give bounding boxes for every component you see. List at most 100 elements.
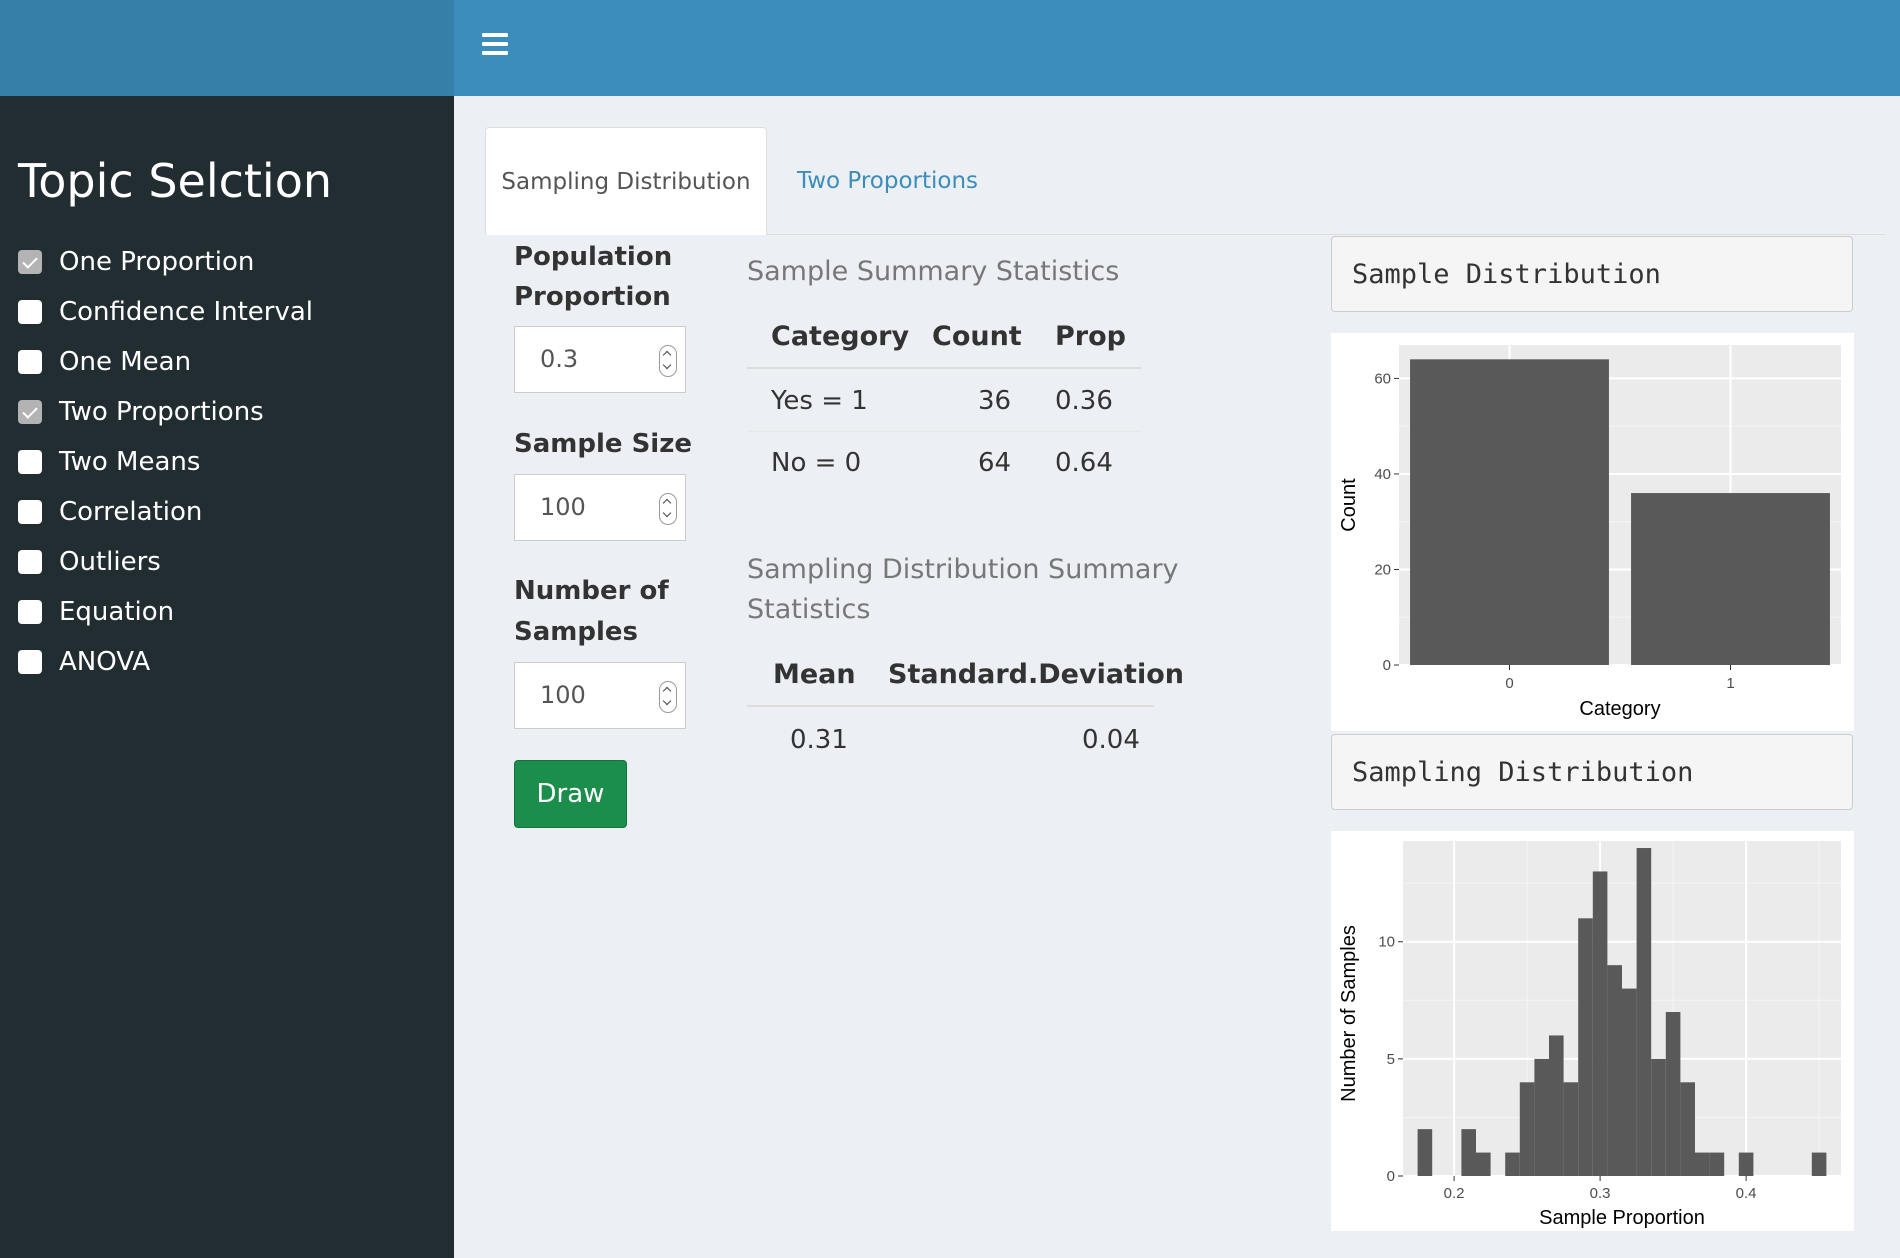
histogram-bar (1534, 1058, 1549, 1176)
population-proportion-label-line1: Population (514, 242, 673, 272)
table-cell: 0.04 (1082, 725, 1140, 755)
sampling-summary-title-line1: Sampling Distribution Summary (747, 554, 1179, 585)
topic-two-proportions[interactable]: Two Proportions (18, 392, 264, 432)
topic-checkbox[interactable] (18, 350, 42, 374)
topic-checkbox[interactable] (18, 600, 42, 624)
topic-checkbox[interactable] (18, 400, 42, 424)
stepper-icon[interactable] (659, 681, 677, 713)
table-cell: Yes = 1 (771, 386, 868, 416)
top-navbar (454, 0, 1900, 96)
histogram-bar (1476, 1152, 1491, 1176)
column-header-standard-deviation: Standard.Deviation (888, 659, 1184, 690)
number-of-samples-input[interactable]: 100 (514, 662, 686, 729)
sample-distribution-plot: 0 20 40 60 0 1 Category Count (1331, 333, 1854, 731)
sample-size-input[interactable]: 100 (514, 474, 686, 541)
tabs-divider (485, 234, 1885, 235)
histogram-bar (1592, 871, 1608, 1176)
topic-confidence-interval[interactable]: Confidence Interval (18, 292, 313, 332)
histogram-bar (1578, 918, 1593, 1176)
table-cell: 0.31 (790, 725, 848, 755)
topic-checkbox[interactable] (18, 450, 42, 474)
histogram-bar (1709, 1152, 1725, 1176)
topic-label: Two Means (59, 447, 201, 477)
y-tick-label: 0 (1387, 1168, 1395, 1185)
topic-label: Correlation (59, 497, 203, 527)
histogram-bar (1549, 1035, 1564, 1176)
histogram-bar (1607, 965, 1622, 1176)
table-header-divider (747, 705, 1154, 707)
population-proportion-value: 0.3 (540, 345, 579, 373)
topic-equation[interactable]: Equation (18, 592, 174, 632)
topic-checkbox[interactable] (18, 300, 42, 324)
x-tick-label: 0.3 (1590, 1185, 1611, 1202)
stepper-icon[interactable] (659, 345, 677, 377)
x-axis-label: Sample Proportion (1539, 1207, 1705, 1229)
topic-label: One Proportion (59, 247, 255, 277)
table-cell: 0.64 (1055, 448, 1113, 478)
topic-label: Outliers (59, 547, 161, 577)
topic-checkbox[interactable] (18, 650, 42, 674)
topic-two-means[interactable]: Two Means (18, 442, 200, 482)
topic-label: Confidence Interval (59, 297, 314, 327)
histogram-bar (1461, 1129, 1476, 1176)
table-cell: 64 (978, 448, 1012, 478)
sample-summary-title: Sample Summary Statistics (747, 256, 1120, 287)
histogram-bar (1651, 1058, 1666, 1176)
y-tick-label: 5 (1387, 1051, 1395, 1068)
topic-correlation[interactable]: Correlation (18, 492, 202, 532)
topic-one-proportion[interactable]: One Proportion (18, 242, 254, 282)
table-header-divider (747, 367, 1141, 369)
histogram-bar (1622, 988, 1637, 1176)
histogram-bar (1665, 1012, 1681, 1176)
sidebar-title: Topic Selction (18, 154, 333, 208)
tab-sampling-distribution[interactable]: Sampling Distribution (485, 127, 767, 235)
stepper-icon[interactable] (659, 493, 677, 525)
column-header-count: Count (932, 321, 1022, 352)
x-tick-label: 0 (1505, 675, 1513, 692)
hamburger-icon[interactable] (482, 33, 508, 61)
column-header-prop: Prop (1055, 321, 1126, 352)
topic-label: Two Proportions (59, 397, 264, 427)
topic-checkbox[interactable] (18, 550, 42, 574)
topic-checkbox[interactable] (18, 500, 42, 524)
header-brand-area (0, 0, 454, 96)
topic-label: Equation (59, 597, 175, 627)
x-tick-label: 1 (1726, 675, 1734, 692)
x-axis-label: Category (1579, 698, 1660, 720)
topic-label: ANOVA (59, 647, 151, 677)
sample-size-label: Sample Size (514, 429, 692, 459)
topic-checkbox[interactable] (18, 250, 42, 274)
x-tick-label: 0.2 (1444, 1185, 1465, 1202)
histogram-bar (1680, 1082, 1695, 1176)
y-tick-label: 20 (1374, 561, 1391, 578)
sampling-distribution-plot: 0 5 10 0.2 0.3 0.4 Sample Proportion Number of … (1331, 831, 1854, 1231)
number-of-samples-value: 100 (540, 681, 586, 709)
table-cell: No = 0 (771, 448, 862, 478)
topic-outliers[interactable]: Outliers (18, 542, 161, 582)
table-row-divider (747, 431, 1141, 432)
bar-0 (1410, 359, 1609, 665)
topic-anova[interactable]: ANOVA (18, 642, 150, 682)
y-tick-label: 0 (1383, 657, 1391, 674)
histogram-bar (1563, 1082, 1579, 1176)
population-proportion-input[interactable]: 0.3 (514, 326, 686, 393)
y-tick-label: 40 (1374, 466, 1391, 483)
sampling-distribution-header: Sampling Distribution (1331, 734, 1853, 810)
bar-1 (1631, 493, 1830, 665)
histogram-bar (1738, 1152, 1754, 1176)
number-of-samples-label-line1: Number of (514, 576, 669, 606)
topic-one-mean[interactable]: One Mean (18, 342, 191, 382)
histogram-bar (1519, 1082, 1535, 1176)
y-tick-label: 10 (1378, 934, 1395, 951)
sampling-summary-title-line2: Statistics (747, 594, 871, 625)
y-axis-label: Number of Samples (1338, 925, 1360, 1102)
histogram-bar (1505, 1152, 1520, 1176)
x-tick-label: 0.4 (1736, 1185, 1757, 1202)
tab-two-proportions[interactable]: Two Proportions (796, 168, 979, 194)
y-tick-label: 60 (1374, 370, 1391, 387)
table-cell: 36 (978, 386, 1012, 416)
histogram-bar (1636, 848, 1652, 1176)
y-axis-label: Count (1338, 478, 1360, 532)
sample-distribution-header: Sample Distribution (1331, 236, 1853, 312)
draw-button[interactable]: Draw (514, 760, 627, 828)
